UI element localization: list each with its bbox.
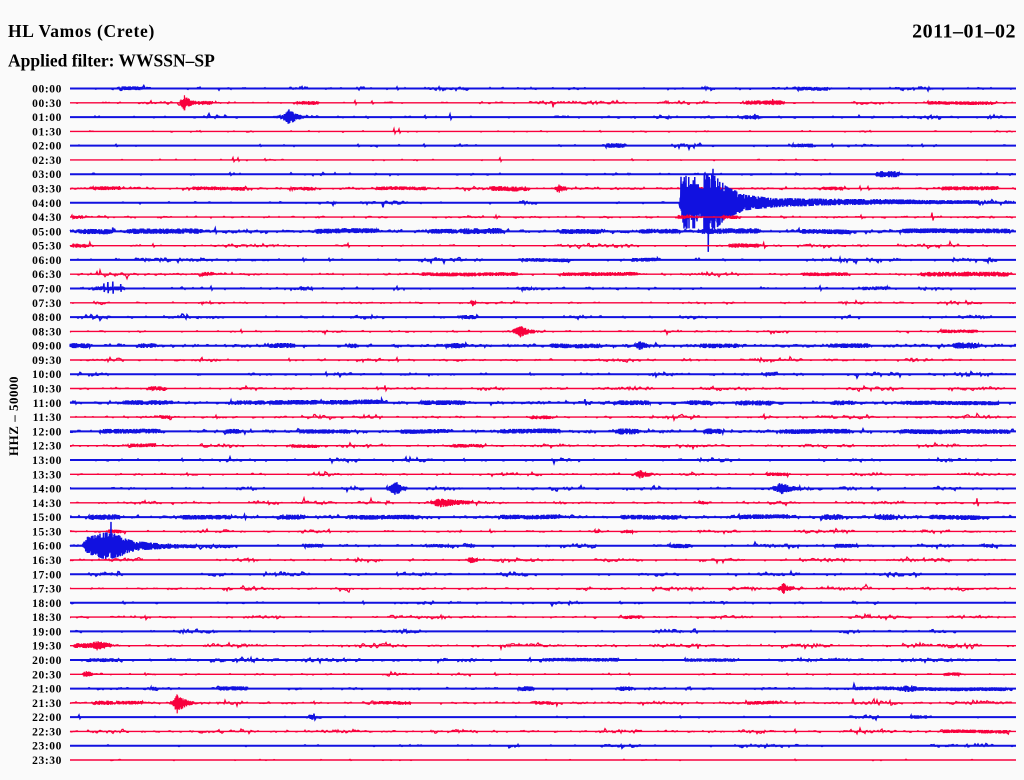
svg-text:02:30: 02:30 <box>32 155 62 167</box>
svg-text:15:30: 15:30 <box>32 526 62 538</box>
svg-text:17:00: 17:00 <box>32 569 62 581</box>
svg-text:HHZ – 50000: HHZ – 50000 <box>6 376 21 456</box>
svg-text:19:30: 19:30 <box>32 641 62 653</box>
svg-text:16:00: 16:00 <box>32 541 62 553</box>
svg-text:11:30: 11:30 <box>33 412 62 424</box>
svg-text:08:30: 08:30 <box>32 326 62 338</box>
svg-text:20:00: 20:00 <box>32 655 62 667</box>
svg-text:16:30: 16:30 <box>32 555 62 567</box>
svg-text:20:30: 20:30 <box>32 669 62 681</box>
svg-text:12:00: 12:00 <box>32 426 62 438</box>
svg-text:13:30: 13:30 <box>32 469 62 481</box>
svg-text:HL Vamos (Crete): HL Vamos (Crete) <box>8 21 155 41</box>
svg-text:18:30: 18:30 <box>32 612 62 624</box>
svg-text:2011–01–02: 2011–01–02 <box>912 21 1016 43</box>
svg-text:14:30: 14:30 <box>32 498 62 510</box>
svg-text:06:30: 06:30 <box>32 269 62 281</box>
svg-text:09:00: 09:00 <box>32 341 62 353</box>
svg-text:11:00: 11:00 <box>33 398 62 410</box>
svg-text:04:30: 04:30 <box>32 212 62 224</box>
svg-text:04:00: 04:00 <box>32 198 62 210</box>
svg-text:21:00: 21:00 <box>32 684 62 696</box>
svg-text:00:00: 00:00 <box>32 84 62 96</box>
svg-text:05:30: 05:30 <box>32 241 62 253</box>
svg-text:10:30: 10:30 <box>32 384 62 396</box>
svg-text:00:30: 00:30 <box>32 98 62 110</box>
svg-text:03:30: 03:30 <box>32 184 62 196</box>
svg-text:01:30: 01:30 <box>32 126 62 138</box>
svg-text:Applied filter: WWSSN–SP: Applied filter: WWSSN–SP <box>8 51 215 71</box>
svg-text:07:00: 07:00 <box>32 284 62 296</box>
svg-text:14:00: 14:00 <box>32 484 62 496</box>
svg-text:23:30: 23:30 <box>32 755 62 767</box>
svg-text:06:00: 06:00 <box>32 255 62 267</box>
svg-text:10:00: 10:00 <box>32 369 62 381</box>
svg-text:17:30: 17:30 <box>32 584 62 596</box>
svg-text:21:30: 21:30 <box>32 698 62 710</box>
svg-text:05:00: 05:00 <box>32 226 62 238</box>
svg-text:15:00: 15:00 <box>32 512 62 524</box>
svg-text:13:00: 13:00 <box>32 455 62 467</box>
svg-text:12:30: 12:30 <box>32 441 62 453</box>
svg-text:02:00: 02:00 <box>32 141 62 153</box>
svg-text:01:00: 01:00 <box>32 112 62 124</box>
svg-text:22:30: 22:30 <box>32 726 62 738</box>
svg-text:23:00: 23:00 <box>32 741 62 753</box>
svg-text:03:00: 03:00 <box>32 169 62 181</box>
svg-text:09:30: 09:30 <box>32 355 62 367</box>
svg-text:07:30: 07:30 <box>32 298 62 310</box>
svg-text:19:00: 19:00 <box>32 626 62 638</box>
svg-text:08:00: 08:00 <box>32 312 62 324</box>
svg-text:18:00: 18:00 <box>32 598 62 610</box>
svg-text:22:00: 22:00 <box>32 712 62 724</box>
